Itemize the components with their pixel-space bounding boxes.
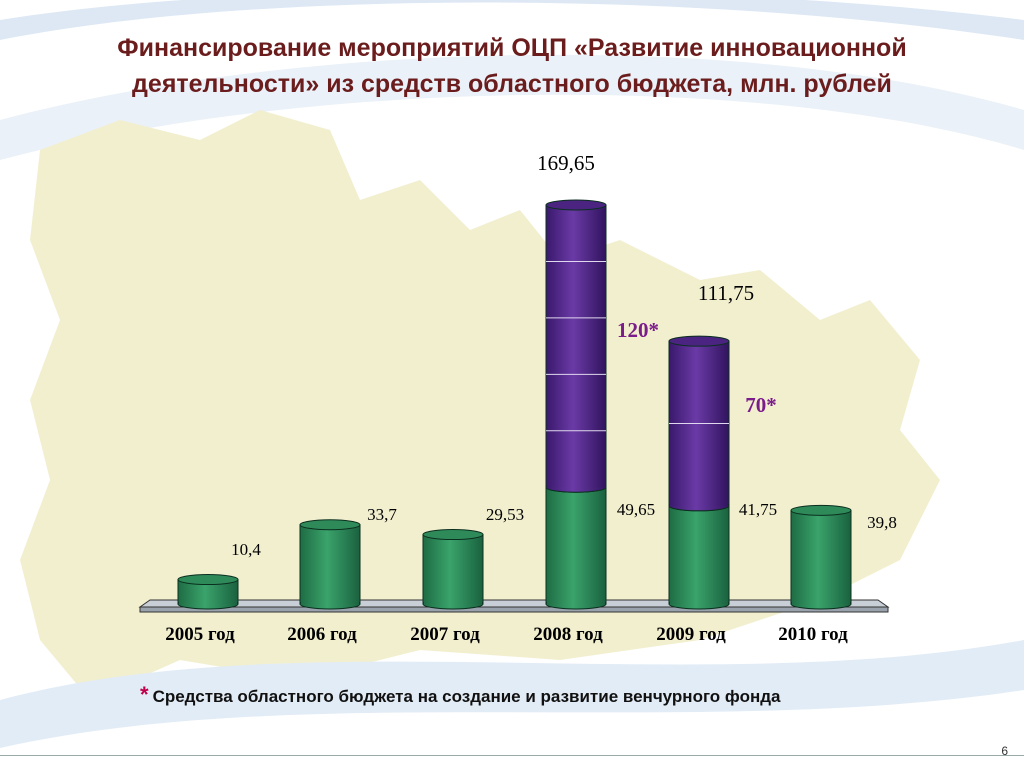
page-number: 6 [1001,744,1008,758]
base-value-label: 29,53 [486,505,524,524]
base-value-label: 39,8 [867,513,897,532]
background-swoosh-top [0,0,1024,40]
labels-group: 10,4 33,7 29,53 49,65 41,75 39,8 120* 70* 169,65… [231,151,897,559]
bar-regional-top-cap [299,519,361,531]
chart-floor-front [139,606,889,613]
footnote: * Средства областного бюджета на создание… [140,682,960,708]
background-swoosh-band [0,54,1024,160]
slide-title: Финансирование мероприятий ОЦП «Развитие… [117,34,907,98]
bar-venture-3 [545,199,607,493]
base-value-label: 49,65 [617,500,655,519]
bar-regional-body-fill [792,510,850,604]
x-tick-label: 2005 год [165,624,235,645]
bar-regional-body-fill [301,524,359,604]
bar-regional-top-cap [422,529,484,541]
x-tick-label: 2009 год [656,624,726,645]
venture-value-label: 70* [745,393,777,417]
bars-group [177,199,852,610]
bar-regional-body-fill [670,505,728,604]
bar-regional-2 [422,529,484,610]
bottom-divider [0,755,1024,756]
bar-venture-top-cap [545,199,607,211]
x-tick-label: 2010 год [778,624,848,645]
bar-regional-1 [299,519,361,610]
bar-regional-top-cap [177,574,239,586]
bar-regional-body-fill [424,534,482,604]
x-tick-label: 2008 год [533,624,603,645]
base-value-label: 33,7 [367,505,397,524]
x-tick-label: 2006 год [287,624,357,645]
base-value-label: 41,75 [739,500,777,519]
footnote-marker: * [140,682,149,707]
bar-regional-top-cap [790,504,852,516]
bar-venture-body-fill [547,205,605,488]
x-axis-ticks: 2005 год 2006 год 2007 год 2008 год 2009 год… [165,624,848,645]
bar-regional-3 [545,481,607,610]
total-value-label: 169,65 [537,151,595,175]
bar-venture-top-cap [668,335,730,347]
chart-floor [138,599,890,613]
bar-regional-body-fill [547,487,605,604]
bar-regional-4 [668,500,730,610]
x-tick-label: 2007 год [410,624,480,645]
bar-regional-0 [177,574,239,610]
total-value-label: 111,75 [698,281,754,305]
chart-floor-top [138,599,890,608]
background-swoosh-bottom [0,640,1024,748]
bar-regional-5 [790,504,852,610]
base-value-label: 10,4 [231,540,261,559]
venture-value-label: 120* [617,318,659,342]
footnote-text: Средства областного бюджета на создание … [152,687,781,706]
